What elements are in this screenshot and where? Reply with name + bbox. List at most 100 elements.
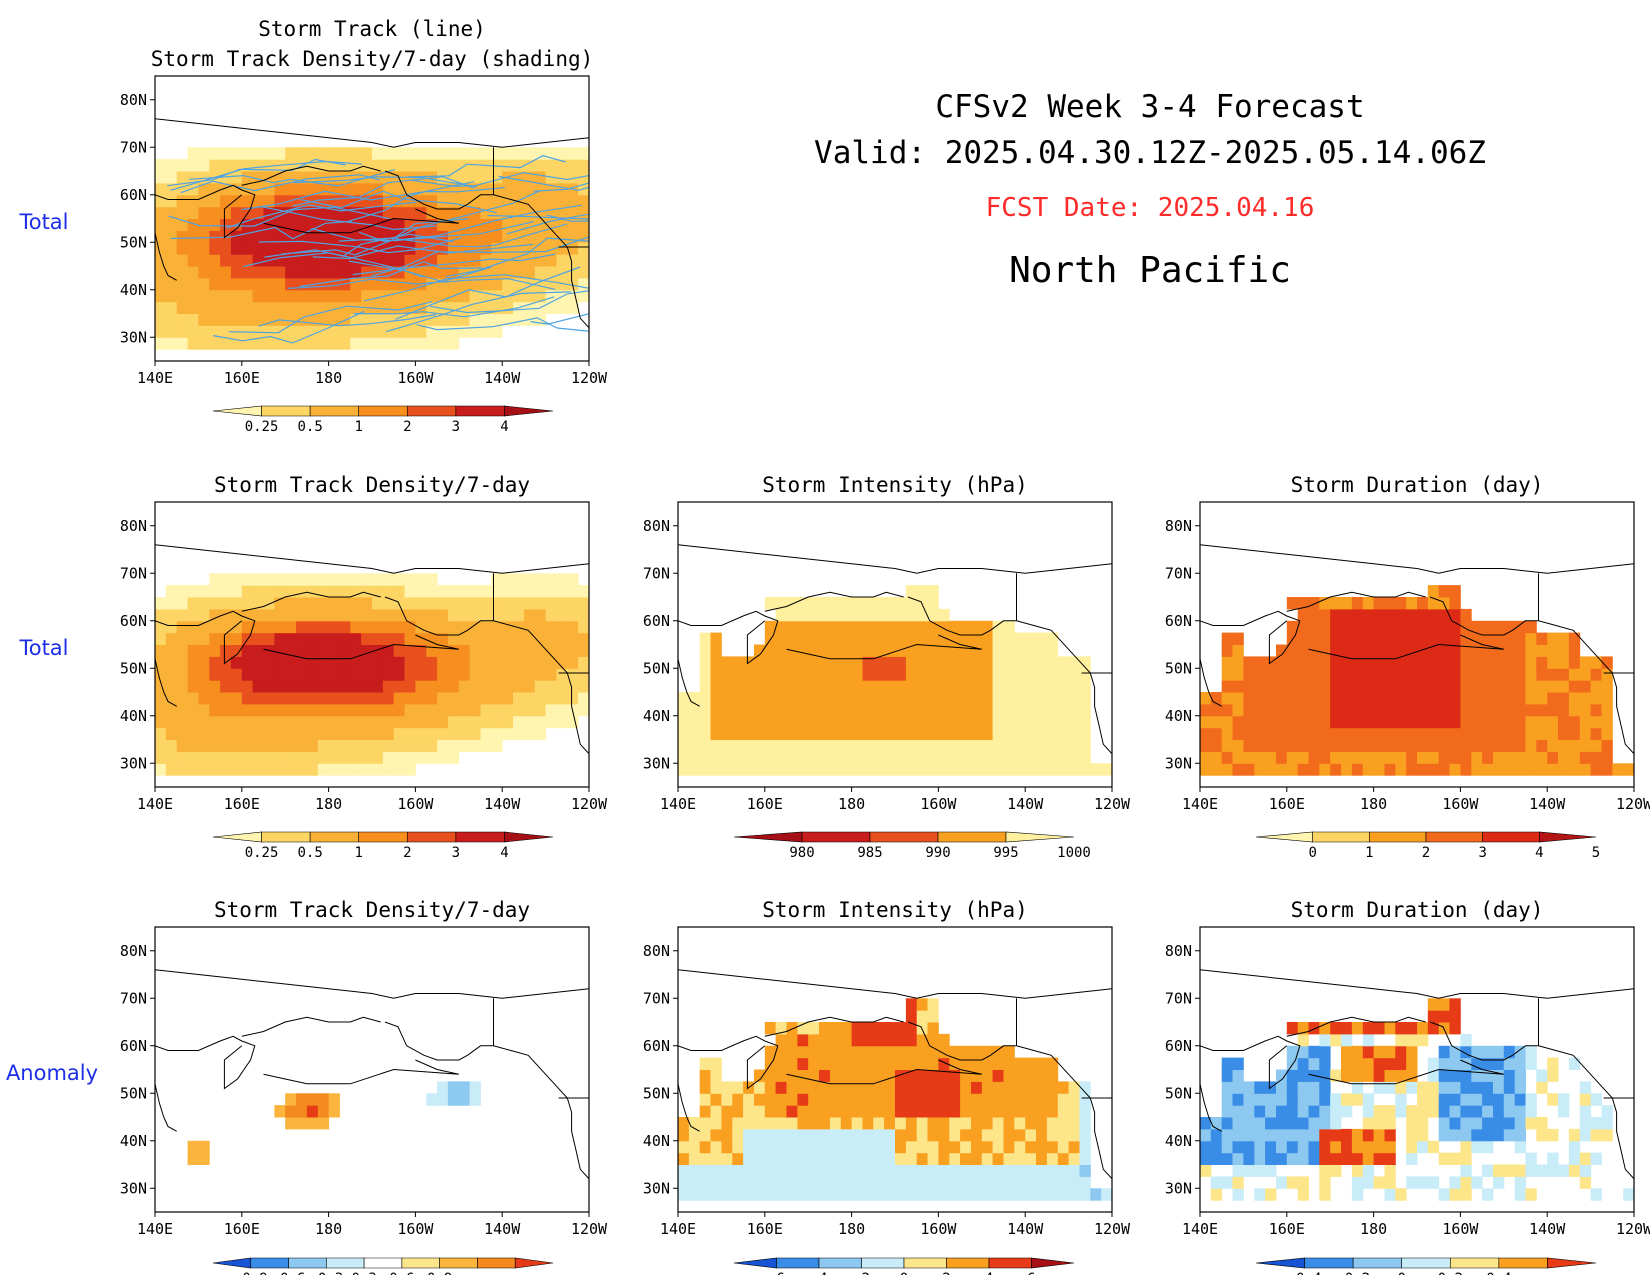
density-panel-cell <box>578 656 589 669</box>
intensity-anom-panel-cell <box>927 998 939 1011</box>
intensity-anom-panel-cell <box>1003 1081 1015 1094</box>
intensity-anom-panel-cell <box>786 1128 798 1142</box>
track-panel-cell <box>328 325 340 338</box>
duration-anom-panel-cell <box>1308 1057 1320 1070</box>
track-panel-cell <box>220 182 232 196</box>
intensity-anom-panel-cell <box>797 1176 809 1189</box>
track-panel-cell <box>491 147 503 160</box>
track-panel-cell <box>426 337 438 350</box>
track-panel-cell <box>534 230 547 243</box>
track-panel-cell <box>469 277 481 291</box>
duration-panel-cell <box>1319 668 1331 681</box>
density-panel-coastline <box>155 610 256 665</box>
track-panel-y-tick-label: 80N <box>120 91 147 109</box>
track-panel-cell <box>155 337 167 350</box>
intensity-anom-panel-cell <box>851 1033 863 1047</box>
duration-anom-panel-cell <box>1351 1164 1364 1177</box>
track-panel-cell <box>361 266 373 279</box>
density-panel-cell <box>415 573 427 586</box>
duration-panel-cell <box>1297 644 1309 657</box>
intensity-panel-cell <box>764 715 777 729</box>
intensity-panel-cell <box>1036 763 1048 776</box>
density-panel-cell <box>252 620 264 634</box>
intensity-panel-cell <box>840 668 853 681</box>
density-panel-cell <box>556 703 568 717</box>
duration-panel-cell <box>1373 632 1385 645</box>
intensity-panel-cell <box>960 703 972 717</box>
density-anom-panel-colorbar-swatch <box>363 1257 403 1269</box>
density-panel-cell <box>176 632 188 645</box>
duration-anom-panel-colorbar-label: 0.4 <box>1486 1271 1511 1275</box>
intensity-panel-cell <box>895 608 907 622</box>
density-panel-cell <box>556 620 568 634</box>
intensity-anom-panel-cell <box>699 1164 711 1177</box>
density-panel-cell <box>393 668 405 681</box>
duration-anom-panel-cell <box>1308 1045 1320 1059</box>
track-panel-cell <box>176 325 188 338</box>
intensity-panel-cell <box>754 644 766 657</box>
density-panel-cell <box>220 703 232 717</box>
duration-panel-cell <box>1341 703 1353 717</box>
duration-panel-cell <box>1558 739 1570 752</box>
duration-panel-cell <box>1351 656 1364 669</box>
density-panel-cell <box>393 656 405 669</box>
header-valid: Valid: 2025.04.30.12Z-2025.05.14.06Z <box>814 135 1486 171</box>
intensity-panel-cell <box>808 751 820 764</box>
density-panel-x-tick-label: 180 <box>315 795 342 813</box>
intensity-anom-panel-cell <box>1025 1128 1037 1142</box>
track-panel-cell <box>361 230 373 243</box>
intensity-panel-cell <box>1003 620 1015 634</box>
density-panel-cell <box>361 668 373 681</box>
density-panel-cell <box>426 703 438 717</box>
track-panel-cell <box>165 171 178 184</box>
intensity-panel-cell <box>960 763 972 776</box>
intensity-panel-y-tick-label: 40N <box>643 707 670 725</box>
density-panel-cell <box>306 751 319 764</box>
duration-anom-panel-cell <box>1254 1152 1266 1165</box>
density-panel-cell <box>209 739 221 752</box>
duration-anom-panel-cell <box>1221 1105 1233 1118</box>
intensity-anom-panel-cell <box>797 1152 809 1165</box>
track-panel-x-tick-label: 140E <box>137 369 173 387</box>
intensity-panel-cell <box>829 692 842 705</box>
intensity-anom-panel-cell <box>1003 1152 1015 1165</box>
duration-panel-cell <box>1319 692 1331 705</box>
duration-anom-panel-cell <box>1351 1128 1364 1142</box>
track-panel-cell <box>426 147 438 160</box>
intensity-anom-panel-cell <box>797 1140 809 1154</box>
density-panel-cell <box>155 763 167 776</box>
track-panel-cell <box>567 242 579 255</box>
intensity-anom-panel-cell <box>927 1093 939 1106</box>
duration-anom-panel-cell <box>1503 1105 1516 1118</box>
duration-panel-cell <box>1547 715 1559 729</box>
duration-panel-cell <box>1525 763 1537 776</box>
intensity-anom-panel-cell <box>884 1152 896 1165</box>
duration-anom-panel-cell <box>1384 1045 1396 1059</box>
intensity-anom-panel-cell <box>678 1128 690 1142</box>
intensity-anom-panel-cell <box>1057 1188 1070 1201</box>
intensity-anom-panel-cell <box>808 1152 820 1165</box>
duration-anom-panel-cell <box>1395 1045 1407 1059</box>
intensity-panel-cell <box>992 680 1004 693</box>
track-panel-cell <box>382 230 395 243</box>
intensity-anom-panel-cell <box>981 1140 994 1154</box>
track-panel-cell <box>306 301 319 314</box>
intensity-panel-cell <box>1025 692 1037 705</box>
duration-panel-cell <box>1395 608 1407 622</box>
intensity-panel-cell <box>721 703 733 717</box>
intensity-anom-panel-cell <box>938 1093 950 1106</box>
intensity-panel-cell <box>678 751 690 764</box>
intensity-anom-panel-cell <box>851 1152 863 1165</box>
duration-anom-panel-cell <box>1341 1152 1353 1165</box>
density-panel-cell <box>187 608 199 622</box>
duration-panel-cell <box>1373 608 1385 622</box>
duration-anom-panel-cell <box>1525 1117 1537 1130</box>
duration-panel-colorbar-label: 1 <box>1365 845 1373 861</box>
duration-panel-cell <box>1265 692 1277 705</box>
duration-anom-panel-cell <box>1373 1128 1385 1142</box>
track-panel-cell <box>404 194 416 208</box>
density-panel-cell <box>155 703 167 717</box>
track-panel-cell <box>350 147 362 160</box>
track-panel-cell <box>523 159 536 172</box>
intensity-anom-panel-cell <box>1068 1117 1080 1130</box>
